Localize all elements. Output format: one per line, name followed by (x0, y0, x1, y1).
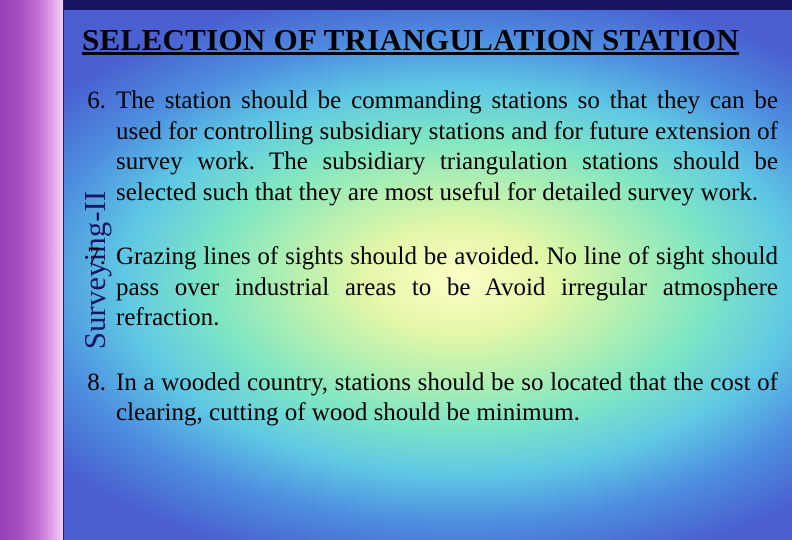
slide-title: SELECTION OF TRIANGULATION STATION (82, 22, 782, 58)
slide: Surveying-II SELECTION OF TRIANGULATION … (0, 0, 792, 540)
list-number: 6. (78, 86, 116, 208)
list-number: 7. (78, 242, 116, 334)
slide-body: 6. The station should be commanding stat… (78, 86, 778, 429)
list-item: 8. In a wooded country, stations should … (78, 368, 778, 429)
left-sidebar (0, 0, 64, 540)
list-text: The station should be commanding station… (116, 86, 778, 208)
list-text: Grazing lines of sights should be avoide… (116, 242, 778, 334)
list-number: 8. (78, 368, 116, 429)
top-strip (64, 0, 792, 10)
list-text: In a wooded country, stations should be … (116, 368, 778, 429)
list-item: 6. The station should be commanding stat… (78, 86, 778, 208)
list-item: 7. Grazing lines of sights should be avo… (78, 242, 778, 334)
